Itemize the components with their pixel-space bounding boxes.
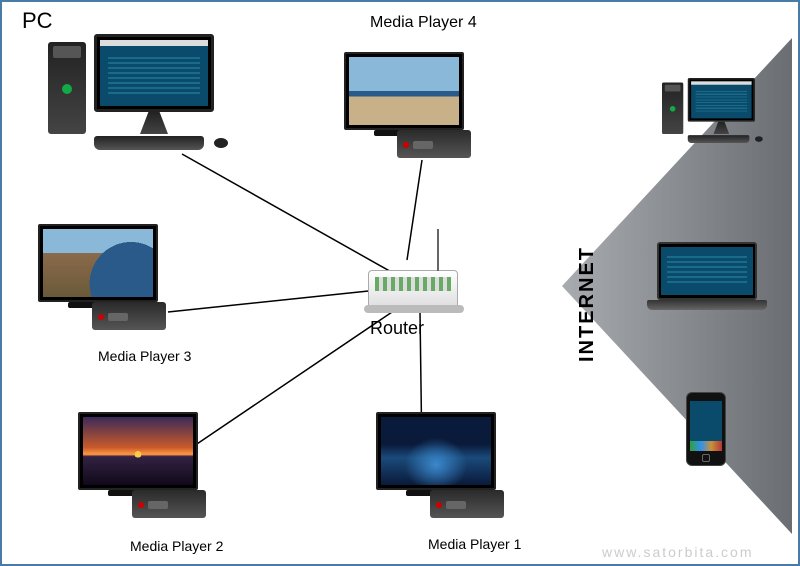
remote-phone <box>686 392 726 466</box>
internet-label: INTERNET <box>576 246 599 362</box>
pc-monitor <box>94 34 214 112</box>
pc-tower <box>48 42 86 134</box>
mp2-label: Media Player 2 <box>130 538 223 554</box>
router-label: Router <box>370 318 424 339</box>
mouse-icon <box>214 138 228 148</box>
router-device <box>368 270 458 310</box>
media-box-1 <box>430 490 504 518</box>
mp4-label: Media Player 4 <box>370 14 477 32</box>
keyboard-icon <box>94 136 204 150</box>
mp3-label: Media Player 3 <box>98 348 191 364</box>
media-box-3 <box>92 302 166 330</box>
media-box-2 <box>132 490 206 518</box>
remote-laptop <box>652 242 762 312</box>
watermark: www.satorbita.com <box>602 544 753 560</box>
network-diagram: PC Router INTERNET Media Player 1 Media … <box>0 0 800 566</box>
mp1-label: Media Player 1 <box>428 536 521 552</box>
pc-label: PC <box>22 8 53 34</box>
media-box-4 <box>397 130 471 158</box>
